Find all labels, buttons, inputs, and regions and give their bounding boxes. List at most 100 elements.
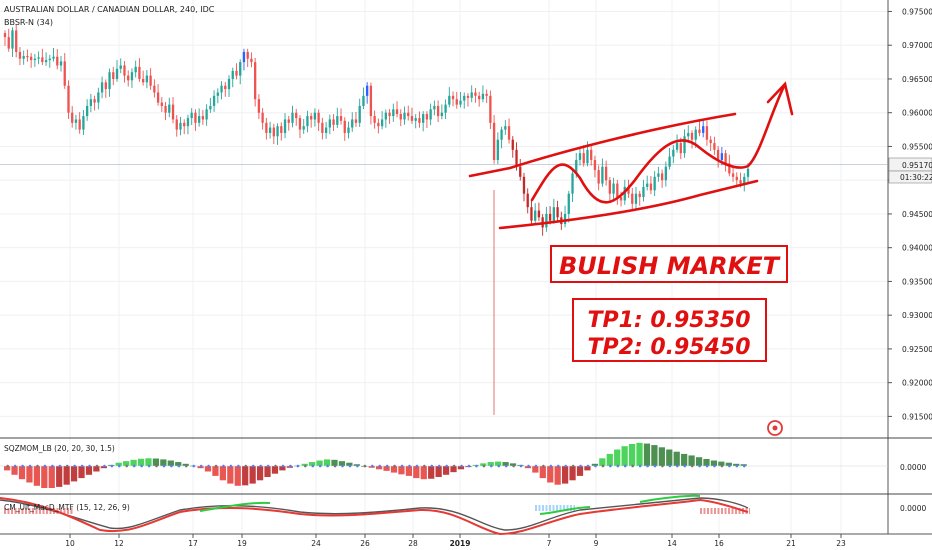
candle — [466, 93, 470, 107]
sqz-bar — [204, 466, 212, 472]
time-tick-label: 2019 — [450, 539, 471, 548]
sqz-bar — [4, 466, 11, 471]
sqz-bar — [11, 466, 18, 475]
candlestick-series — [3, 24, 750, 236]
candle — [496, 132, 500, 165]
sqz-bar — [554, 466, 561, 485]
sqz-bar — [457, 466, 465, 470]
sqz-bar — [316, 460, 323, 466]
sqz-bar — [695, 457, 703, 466]
time-tick-label: 12 — [114, 539, 124, 548]
drawn-annotations — [468, 81, 794, 230]
candle — [492, 115, 496, 164]
candle — [582, 145, 585, 167]
candle — [451, 91, 455, 107]
candle — [261, 108, 264, 130]
candle — [74, 114, 78, 130]
candle — [250, 52, 253, 68]
candle — [366, 82, 369, 104]
sqz-bar — [576, 466, 584, 476]
sqz-bar — [450, 466, 457, 473]
sqz-bar — [85, 466, 93, 475]
sqz-bar — [487, 462, 494, 466]
price-tick-label: 0.95500 — [902, 142, 932, 151]
sqz-bar — [651, 445, 658, 466]
candle — [160, 97, 163, 112]
sqz-bar — [666, 449, 673, 466]
sqz-bar — [383, 466, 390, 471]
countdown-label: 01:30:22 — [900, 173, 932, 182]
sqz-bar — [442, 466, 450, 475]
candle — [63, 53, 66, 89]
candle — [377, 118, 380, 134]
candle — [571, 170, 574, 202]
candle — [690, 130, 694, 149]
sqz-bar — [398, 466, 405, 475]
time-axis-ticks: 10 12 17 19 24 26 28 2019 7 9 14 16 21 23 — [65, 534, 846, 548]
candle — [612, 177, 615, 200]
candle — [164, 101, 167, 121]
candle — [246, 48, 249, 68]
candle — [298, 115, 302, 139]
candle — [395, 101, 399, 118]
sqz-bar — [41, 466, 48, 488]
candle — [52, 47, 55, 62]
candle — [205, 104, 208, 126]
candle — [743, 173, 746, 192]
sqz-bar — [33, 466, 40, 486]
candle — [112, 66, 115, 86]
candle — [85, 99, 89, 121]
candle — [287, 115, 290, 131]
time-tick-label: 17 — [188, 539, 198, 548]
time-tick-label: 9 — [594, 539, 599, 548]
candle — [425, 111, 429, 129]
sqz-bar — [309, 462, 316, 466]
candle — [511, 136, 514, 158]
time-tick-label: 23 — [836, 539, 846, 548]
candle — [138, 58, 141, 82]
sqz-bar — [70, 466, 78, 482]
candle — [519, 158, 522, 181]
candle — [33, 54, 37, 67]
candle — [646, 175, 649, 191]
candle — [597, 165, 600, 191]
candle — [11, 27, 14, 58]
signal-line-green — [199, 494, 701, 515]
sqz-bar — [175, 462, 182, 466]
sqz-bar — [137, 458, 145, 466]
sqz-bar — [167, 460, 174, 466]
candle — [302, 119, 305, 134]
candle — [683, 129, 686, 158]
price-tick-label: 0.96500 — [902, 75, 932, 84]
time-tick-label: 14 — [667, 539, 677, 548]
candle — [407, 105, 410, 121]
candle — [534, 203, 537, 225]
candle — [22, 50, 25, 65]
upper-channel-line — [468, 112, 737, 178]
candle — [388, 109, 391, 124]
sqz-bar — [606, 453, 613, 466]
candle — [242, 48, 246, 71]
candle — [526, 188, 529, 214]
symbol-title: AUSTRALIAN DOLLAR / CANADIAN DOLLAR, 240… — [4, 5, 215, 14]
candle — [29, 52, 33, 68]
sqz-bar — [636, 442, 643, 466]
sqz-bar — [405, 466, 412, 476]
candle — [429, 103, 432, 126]
candle — [332, 114, 335, 131]
last-price-label: 0.95170 — [902, 161, 932, 170]
sqz-bar — [145, 458, 152, 466]
sqz-bar — [509, 463, 517, 466]
sqz-bar — [562, 466, 569, 484]
sqz-bar — [495, 461, 502, 466]
candle — [433, 100, 436, 116]
sqz-bar — [346, 462, 353, 466]
candle — [291, 105, 294, 128]
sqz-bar — [160, 459, 167, 466]
candle — [37, 51, 40, 65]
candle — [276, 123, 279, 145]
sqz-bar — [93, 466, 100, 472]
sqz-bar — [264, 466, 271, 477]
candle — [201, 110, 205, 125]
